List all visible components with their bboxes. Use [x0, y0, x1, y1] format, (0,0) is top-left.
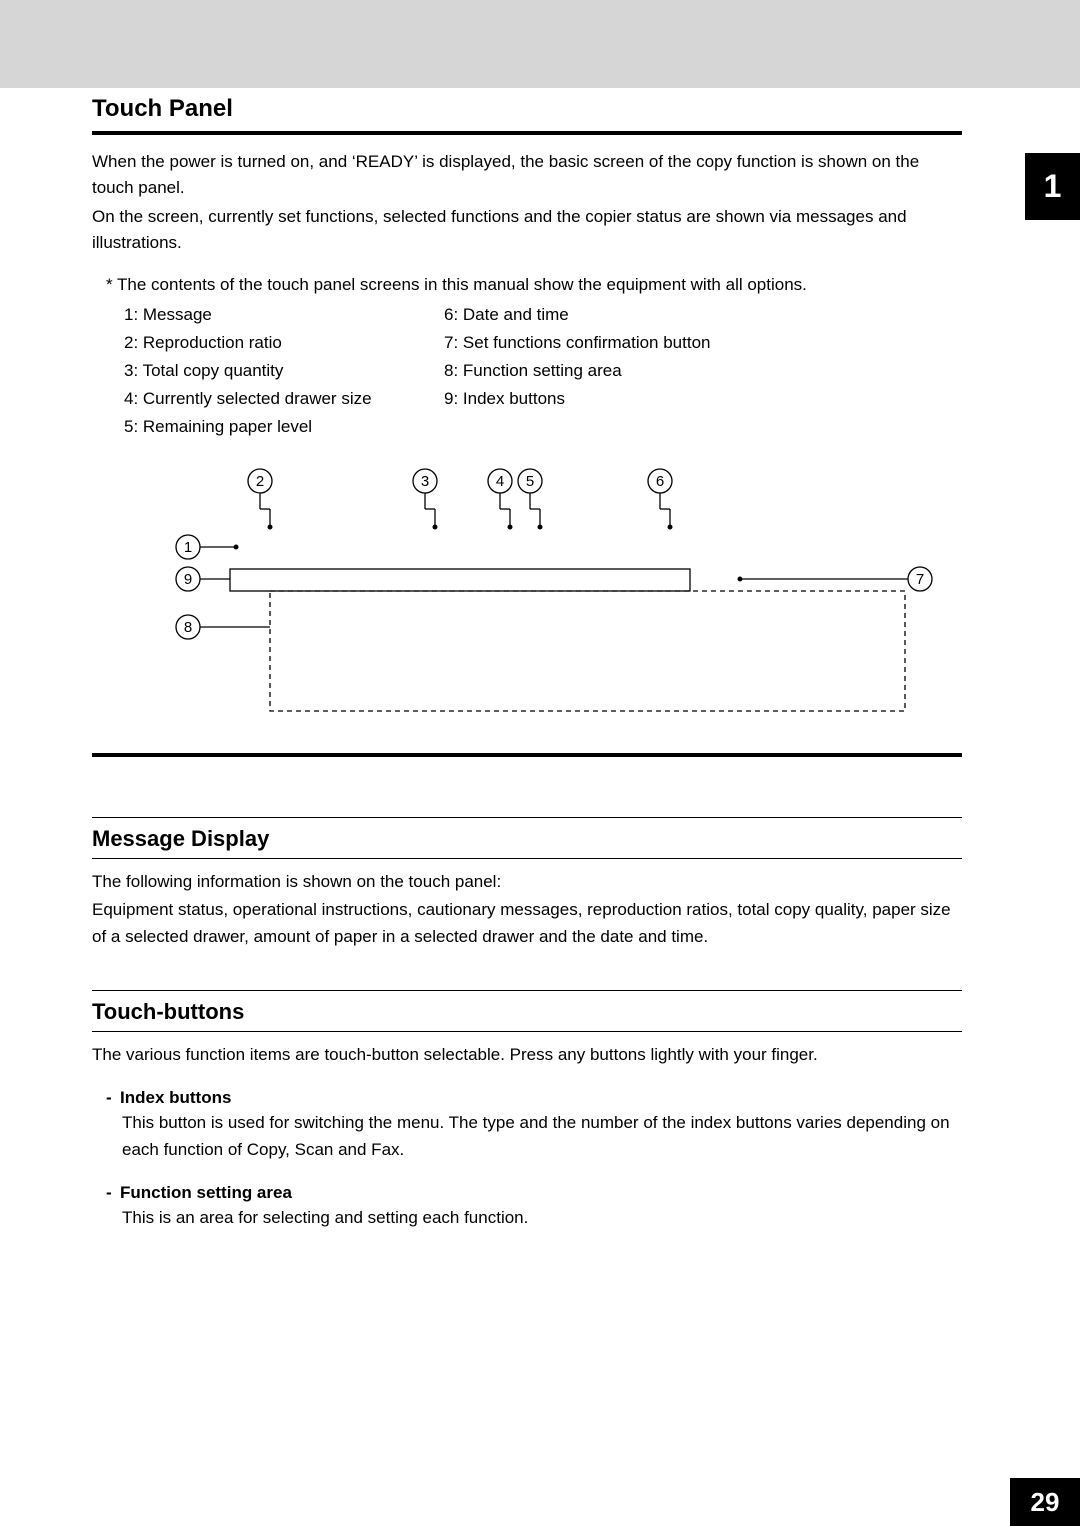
heading-message-display: Message Display — [92, 826, 962, 852]
legend-item: 7: Set functions confirmation button — [444, 329, 711, 357]
heading-touch-panel: Touch Panel — [92, 95, 962, 123]
rule-thick-bottom — [92, 753, 962, 757]
section-touch-buttons: Touch-buttons The various function items… — [92, 990, 962, 1231]
touch-buttons-para: The various function items are touch-but… — [92, 1042, 962, 1068]
touch-panel-para2: On the screen, currently set functions, … — [92, 204, 962, 257]
svg-text:6: 6 — [656, 473, 664, 490]
touch-panel-diagram: 2 3 4 5 6 1 9 8 7 — [140, 467, 962, 727]
content-area: Touch Panel When the power is turned on,… — [92, 95, 962, 1231]
svg-text:9: 9 — [184, 571, 192, 588]
bullet-index-buttons: -Index buttons This button is used for s… — [106, 1088, 962, 1163]
page-number-tab: 29 — [1010, 1478, 1080, 1526]
dash-icon: - — [106, 1183, 120, 1203]
bullet-title-text: Index buttons — [120, 1088, 231, 1107]
touch-panel-para1: When the power is turned on, and ‘READY’… — [92, 149, 962, 202]
svg-text:5: 5 — [526, 473, 534, 490]
heading-touch-buttons: Touch-buttons — [92, 999, 962, 1025]
rule-thin — [92, 1031, 962, 1032]
svg-text:4: 4 — [496, 473, 504, 490]
touch-panel-note: * The contents of the touch panel screen… — [106, 272, 962, 298]
legend-col-left: 1: Message 2: Reproduction ratio 3: Tota… — [124, 301, 444, 441]
dash-icon: - — [106, 1088, 120, 1108]
svg-text:7: 7 — [916, 571, 924, 588]
legend-item: 9: Index buttons — [444, 385, 711, 413]
legend-item: 3: Total copy quantity — [124, 357, 444, 385]
svg-text:1: 1 — [184, 539, 192, 556]
message-display-para2: Equipment status, operational instructio… — [92, 897, 962, 950]
header-gray-band — [0, 0, 1080, 88]
rule-thick — [92, 131, 962, 135]
legend-item: 2: Reproduction ratio — [124, 329, 444, 357]
rule-thin — [92, 990, 962, 991]
bullet-title-text: Function setting area — [120, 1183, 292, 1202]
legend-item: 8: Function setting area — [444, 357, 711, 385]
svg-text:3: 3 — [421, 473, 429, 490]
chapter-tab: 1 — [1025, 153, 1080, 220]
legend-col-right: 6: Date and time 7: Set functions confir… — [444, 301, 711, 441]
diagram-svg: 2 3 4 5 6 1 9 8 7 — [140, 467, 960, 727]
message-display-para1: The following information is shown on th… — [92, 869, 962, 895]
legend-item: 4: Currently selected drawer size — [124, 385, 444, 413]
legend-item: 5: Remaining paper level — [124, 413, 444, 441]
rule-thin — [92, 858, 962, 859]
legend-item: 1: Message — [124, 301, 444, 329]
svg-text:8: 8 — [184, 619, 192, 636]
page: 1 29 Touch Panel When the power is turne… — [0, 0, 1080, 1526]
bullet-function-setting: -Function setting area This is an area f… — [106, 1183, 962, 1231]
bullet-body-text: This is an area for selecting and settin… — [122, 1205, 962, 1231]
legend-columns: 1: Message 2: Reproduction ratio 3: Tota… — [124, 301, 962, 441]
bullet-body-text: This button is used for switching the me… — [122, 1110, 962, 1163]
rule-thin — [92, 817, 962, 818]
legend-item: 6: Date and time — [444, 301, 711, 329]
svg-text:2: 2 — [256, 473, 264, 490]
section-message-display: Message Display The following informatio… — [92, 817, 962, 950]
